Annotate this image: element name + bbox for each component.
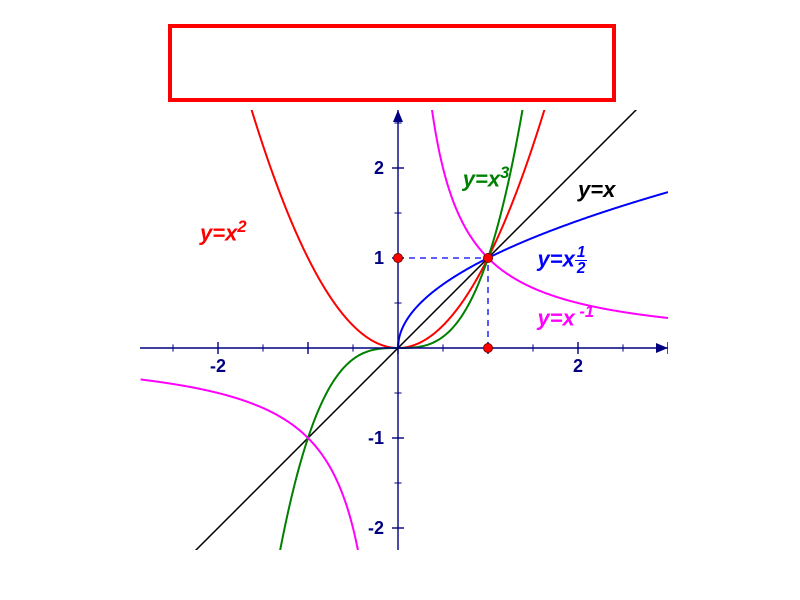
- svg-text:-2: -2: [210, 356, 226, 376]
- svg-text:2: 2: [374, 158, 384, 178]
- svg-text:1: 1: [374, 248, 384, 268]
- lbl-x2: y=x2: [200, 218, 247, 246]
- title-box: [168, 24, 616, 102]
- lbl-sqrt: y=x12: [538, 245, 588, 277]
- svg-text:2: 2: [573, 356, 583, 376]
- svg-text:-1: -1: [368, 428, 384, 448]
- power-functions-plot: -2 2 2 1 -1 -2 y=x y=x3 y=x2 y=x12 y=x -1: [140, 110, 668, 550]
- lbl-x: y=x: [578, 177, 615, 203]
- lbl-x3: y=x3: [463, 164, 510, 192]
- lbl-inv: y=x -1: [538, 303, 595, 331]
- svg-text:-2: -2: [368, 518, 384, 538]
